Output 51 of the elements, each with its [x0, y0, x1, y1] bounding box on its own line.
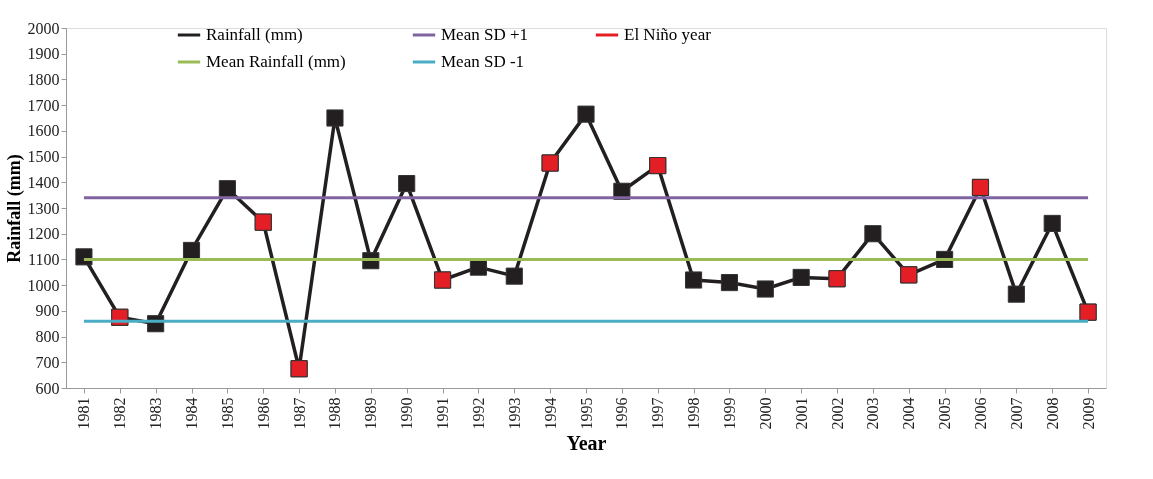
y-tick-label: 1900 [27, 45, 60, 63]
x-tick-label: 1988 [326, 397, 344, 430]
y-tick-label: 600 [35, 379, 60, 397]
x-tick-label: 1995 [577, 397, 595, 430]
x-tick-label: 2000 [756, 397, 774, 430]
x-tick-label: 1994 [541, 397, 559, 430]
y-tick-label: 900 [35, 302, 60, 320]
y-tick-label: 1100 [28, 250, 60, 268]
y-tick-label: 1500 [27, 148, 60, 166]
legend-label: Mean SD -1 [441, 52, 525, 71]
x-tick-label: 1989 [362, 397, 380, 430]
y-tick-label: 700 [35, 353, 60, 371]
x-tick-label: 2008 [1043, 397, 1061, 430]
x-tick-label: 1983 [147, 397, 165, 430]
y-axis-title: Rainfall (mm) [3, 154, 25, 263]
x-tick-label: 1985 [218, 397, 236, 430]
y-tick-label: 800 [35, 328, 60, 346]
legend-label: Mean Rainfall (mm) [206, 52, 346, 71]
x-tick-label: 1990 [398, 397, 416, 430]
y-tick-label: 1300 [27, 199, 60, 217]
x-tick-label: 1993 [505, 397, 523, 430]
legend-label: El Niño year [624, 25, 712, 44]
x-tick-label: 1996 [613, 397, 631, 430]
y-tick-label: 1600 [27, 122, 60, 140]
y-tick-label: 1200 [27, 225, 60, 243]
x-tick-label: 1999 [720, 397, 738, 430]
x-tick-label: 1997 [649, 397, 667, 430]
y-tick-label: 1700 [27, 96, 60, 114]
y-tick-label: 2000 [27, 19, 60, 37]
x-tick-label: 2001 [792, 397, 810, 430]
x-tick-label: 1992 [469, 397, 487, 430]
y-tick-label: 1400 [27, 173, 60, 191]
x-tick-label: 2004 [900, 397, 918, 430]
legend-label: Rainfall (mm) [206, 25, 303, 44]
x-tick-label: 1981 [75, 397, 93, 430]
legend-label: Mean SD +1 [441, 25, 529, 44]
x-tick-label: 1984 [183, 397, 201, 430]
x-tick-label: 2006 [971, 397, 989, 430]
x-tick-label: 1982 [111, 397, 129, 430]
x-tick-label: 1987 [290, 397, 308, 430]
y-tick-label: 1000 [27, 276, 60, 294]
x-tick-label: 2007 [1007, 397, 1025, 430]
x-tick-label: 2009 [1079, 397, 1097, 430]
x-tick-label: 1998 [685, 397, 703, 430]
x-tick-label: 2002 [828, 397, 846, 430]
x-tick-label: 1986 [254, 397, 272, 430]
x-axis-title: Year [566, 431, 607, 454]
x-tick-label: 2005 [936, 397, 954, 430]
x-tick-label: 2003 [864, 397, 882, 430]
y-tick-label: 1800 [27, 70, 60, 88]
x-tick-label: 1991 [434, 397, 452, 430]
